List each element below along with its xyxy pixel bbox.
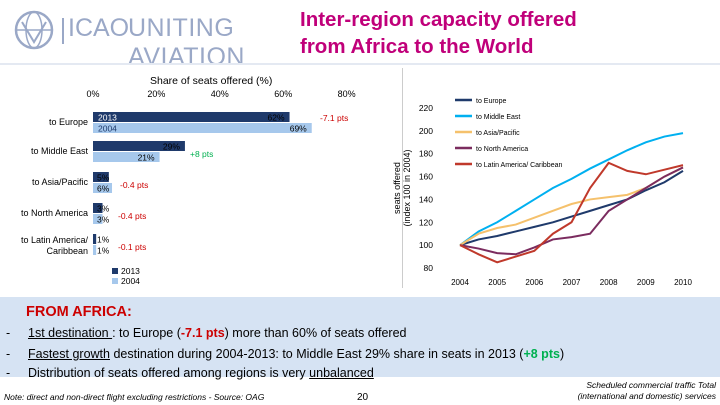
x-tick-label: 2010 [674, 278, 692, 287]
footnote: Note: direct and non-direct flight exclu… [4, 392, 265, 402]
y-tick-label: 180 [419, 149, 433, 159]
bar-chart-title: Share of seats offered (%) [150, 75, 273, 87]
y-tick-label: 120 [419, 217, 433, 227]
bullet-highlight: -7.1 pts [180, 326, 225, 340]
bullet-dash: - [6, 366, 11, 380]
bullet-rest: destination during 2004-2013: to Middle … [109, 347, 524, 361]
bar-2004 [93, 245, 97, 255]
legend-label: 2013 [121, 266, 140, 276]
logo-separator [62, 18, 64, 44]
bar-2013 [93, 141, 185, 151]
bar-value-label: 1% [97, 246, 110, 256]
traffic-scope-note: Scheduled commercial traffic Total (inte… [577, 380, 716, 401]
summary-bullet-2: Fastest growth destination during 2004-2… [28, 347, 564, 361]
x-tick-label: 20% [147, 89, 165, 99]
x-tick-label: 2007 [563, 278, 581, 287]
y-tick-label: 220 [419, 103, 433, 113]
bullet-highlight: +8 pts [523, 347, 560, 361]
bar-value-label: 5% [97, 173, 110, 183]
legend-label: to Europe [476, 98, 506, 105]
page-title: Inter-region capacity offered from Afric… [300, 8, 577, 58]
category-label: Caribbean [46, 246, 88, 256]
y-axis-title: seats offered(index 100 in 2004) [392, 149, 412, 226]
category-label: to Latin America/ [21, 235, 89, 245]
change-annotation: -0.1 pts [118, 242, 146, 252]
category-label: to North America [21, 208, 88, 218]
bar-2013 [93, 234, 97, 244]
bar-value-label: 29% [163, 142, 180, 152]
x-tick-label: 80% [338, 89, 356, 99]
series-line-to_latin_america [459, 161, 684, 264]
bar-2004 [93, 214, 103, 224]
x-tick-label: 2008 [600, 278, 618, 287]
category-label: to Europe [49, 117, 88, 127]
y-tick-label: 100 [419, 240, 433, 250]
x-tick-label: 2009 [637, 278, 655, 287]
summary-bullet-1: 1st destination : to Europe (-7.1 pts) m… [28, 326, 406, 340]
y-tick-label: 140 [419, 194, 433, 204]
x-tick-label: 2006 [525, 278, 543, 287]
bullet-lead: 1st destination [28, 326, 113, 340]
bar-value-label: 3% [97, 215, 110, 225]
x-tick-label: 0% [86, 89, 99, 99]
bar-2013 [93, 112, 290, 122]
bullet-dash: - [6, 326, 11, 340]
category-label: to Asia/Pacific [32, 177, 89, 187]
bar-2004 [93, 123, 312, 133]
legend-label: to North America [476, 146, 528, 153]
bar-value-label: 1% [97, 235, 110, 245]
logo-area: ICAO UNITING AVIATION [0, 0, 300, 71]
x-tick-label: 2005 [488, 278, 506, 287]
chart-divider [402, 68, 403, 288]
legend-swatch [112, 268, 118, 274]
series-line-to_europe [459, 170, 684, 247]
bar-2004 [93, 183, 113, 193]
bar-2013 [93, 172, 109, 182]
x-tick-label: 60% [274, 89, 292, 99]
summary-heading: FROM AFRICA: [26, 304, 132, 320]
legend-label: to Asia/Pacific [476, 130, 520, 137]
change-annotation: +8 pts [190, 149, 213, 159]
logo-icao-text: ICAO [68, 14, 130, 42]
legend-swatch [112, 278, 118, 284]
bullet-dash: - [6, 347, 11, 361]
summary-panel [0, 297, 720, 377]
x-tick-label: 40% [211, 89, 229, 99]
y-tick-label: 80 [424, 263, 434, 273]
page-number: 20 [357, 392, 369, 403]
capacity-line-chart: 80 100 120 140 160 180 200 220 2004 2005 2006 2007 2… [392, 98, 692, 287]
change-annotation: -0.4 pts [120, 180, 148, 190]
bar-value-label: 69% [290, 124, 307, 134]
series-line-to_middle_east [459, 132, 684, 246]
bullet-lead: Distribution of seats offered among regi… [28, 366, 310, 380]
bullet-lead: Fastest growth [28, 347, 110, 361]
series-line-to_north_america [459, 166, 684, 256]
bullet-rest: : to Europe ( [112, 326, 181, 340]
in-bar-year-label: 2013 [98, 113, 117, 123]
x-tick-label: 2004 [451, 278, 469, 287]
bullet-end: ) [559, 347, 565, 361]
summary-bullet-3: Distribution of seats offered among regi… [28, 366, 374, 380]
category-label: to Middle East [31, 146, 89, 156]
icao-globe-icon [14, 10, 54, 50]
y-tick-label: 160 [419, 172, 433, 182]
bar-value-label: 3% [97, 204, 110, 214]
legend-label: 2004 [121, 276, 140, 286]
in-bar-year-label: 2004 [98, 124, 117, 134]
bullet-rest: unbalanced [309, 366, 374, 380]
legend-label: to Latin America/ Caribbean [476, 162, 562, 169]
bullet-end: ) more than 60% of seats offered [224, 326, 407, 340]
bar-value-label: 6% [97, 184, 110, 194]
change-annotation: -0.4 pts [118, 211, 146, 221]
bar-2013 [93, 203, 103, 213]
bar-2004 [93, 152, 160, 162]
logo-tagline: UNITING AVIATION [128, 14, 245, 71]
bar-value-label: 62% [268, 113, 285, 123]
bar-value-label: 21% [138, 153, 155, 163]
title-divider [0, 63, 720, 65]
change-annotation: -7.1 pts [320, 113, 348, 123]
legend-label: to Middle East [476, 114, 520, 121]
share-bar-chart: 0% 20% 40% 60% 80% to Europe 62% 69% to Middle E… [21, 89, 356, 286]
y-tick-label: 200 [419, 126, 433, 136]
